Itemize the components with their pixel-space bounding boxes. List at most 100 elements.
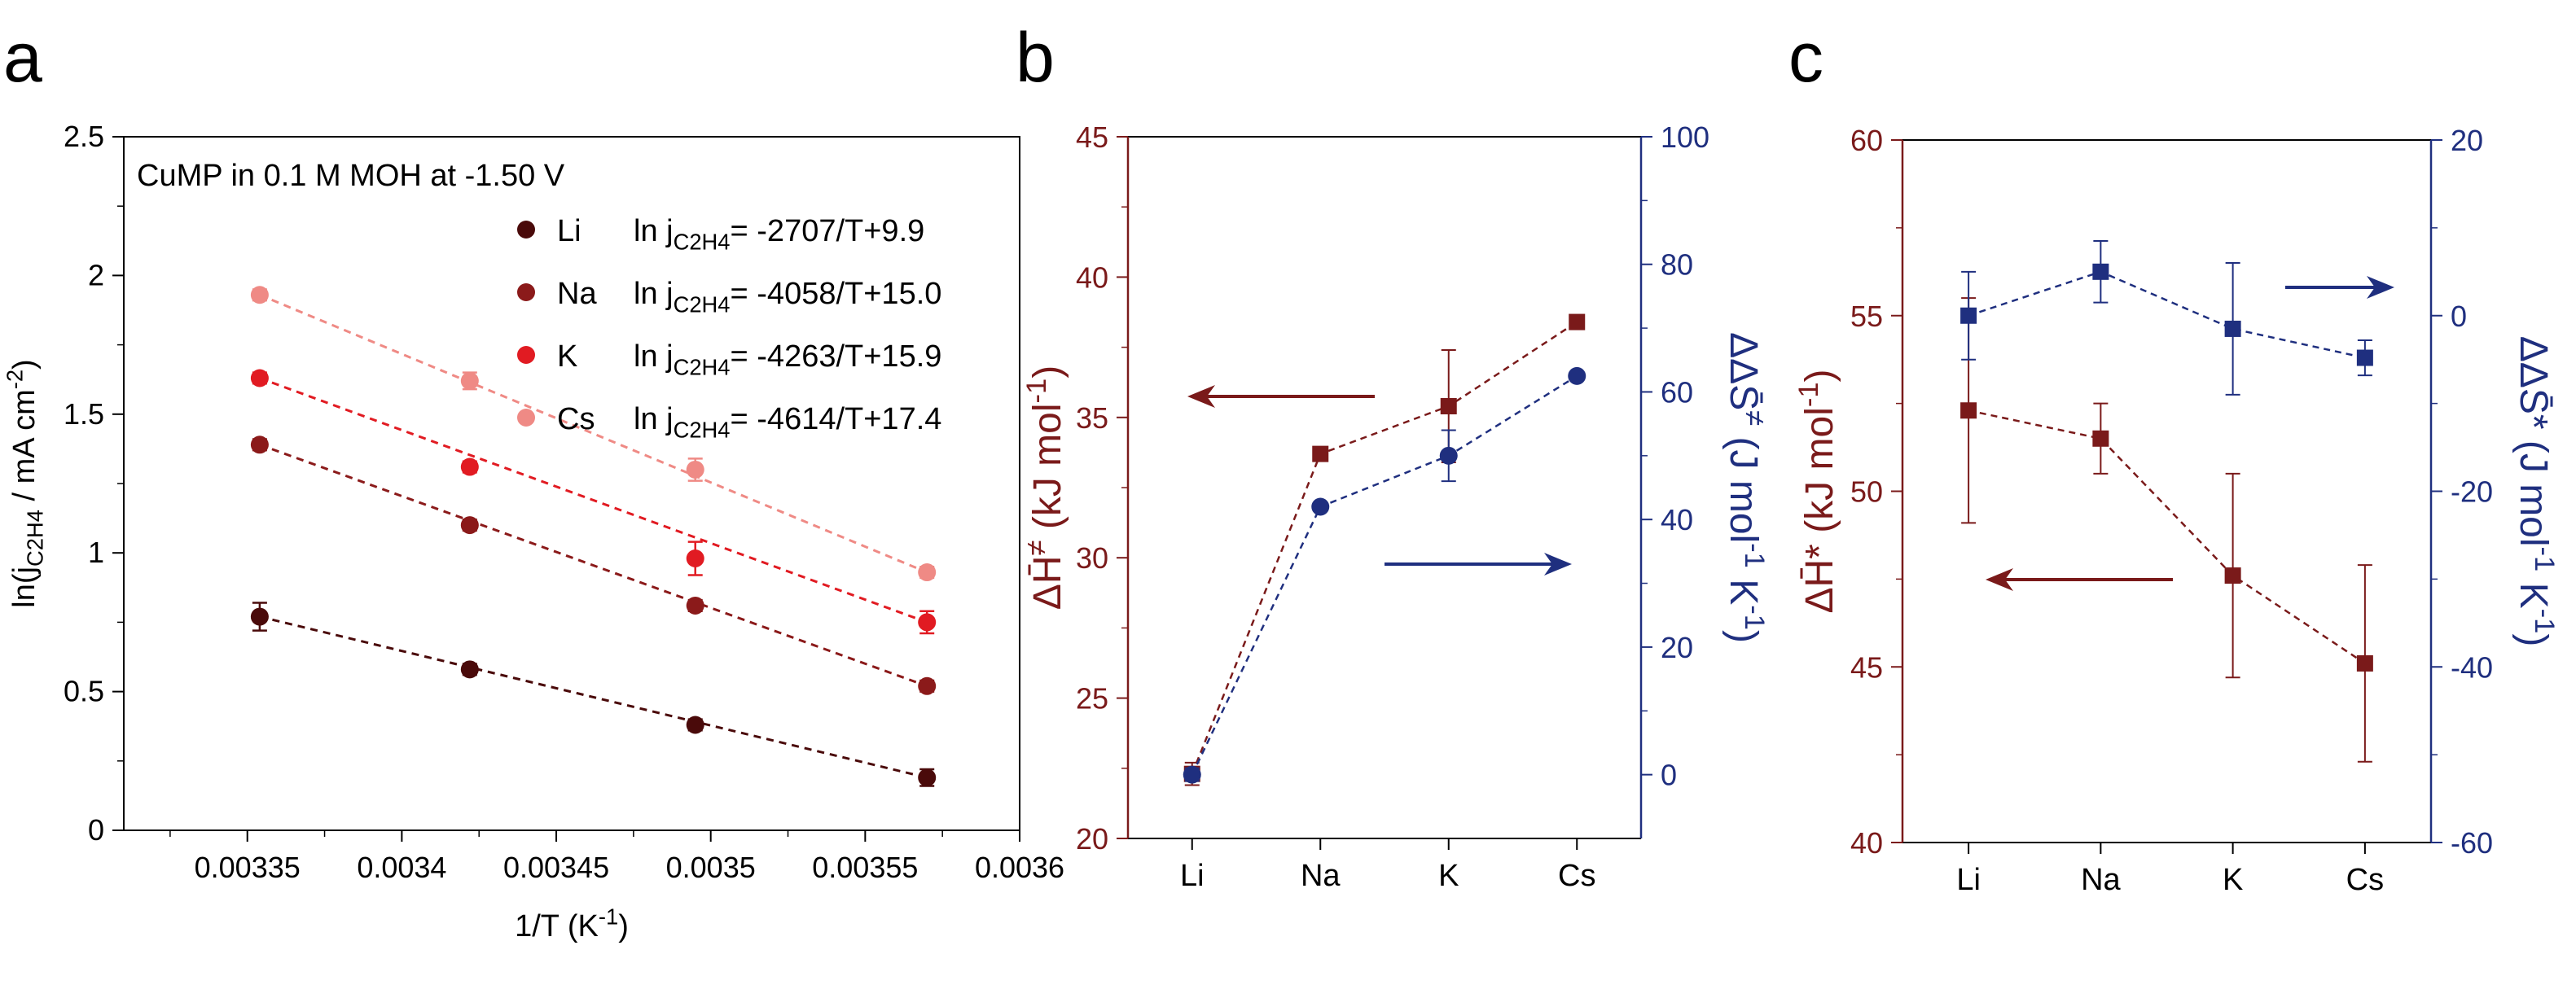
right-tick-label: -60 — [2451, 826, 2493, 860]
left-tick-label: 55 — [1850, 300, 1883, 333]
data-point-left — [1440, 398, 1457, 415]
x-tick-label-a: 0.0036 — [975, 851, 1064, 884]
data-point-li — [460, 660, 479, 679]
left-tick-label: 20 — [1076, 822, 1108, 856]
panel-b-chart: Li Na K Cs 20 25 30 35 40 45 0 20 40 60 80 100 ΔH̄≠ (kJ … — [1021, 120, 1770, 893]
data-point-k — [686, 549, 704, 568]
left-pointing-arrow-b-head — [1187, 385, 1215, 408]
data-point-li — [686, 716, 704, 734]
panel-label-c: c — [1788, 19, 1823, 97]
category-label-k: K — [1438, 859, 1459, 893]
panel-label-a: a — [3, 19, 42, 97]
data-point-right — [1183, 765, 1201, 784]
right-pointing-arrow-b-head — [1544, 553, 1572, 576]
data-point-right — [1568, 366, 1586, 385]
left-tick-label: 60 — [1850, 124, 1883, 157]
right-tick-label: 20 — [1661, 631, 1693, 664]
right-tick-label: 0 — [2451, 300, 2467, 333]
left-tick-label: 45 — [1076, 120, 1108, 154]
left-tick-label: 45 — [1850, 650, 1883, 684]
x-tick-label-a: 0.00345 — [503, 851, 609, 884]
left-tick-label: 35 — [1076, 401, 1108, 435]
right-axis-title-c: ΔΔS̄* (J mol-1 K-1) — [2512, 336, 2560, 647]
left-tick-label: 40 — [1076, 260, 1108, 294]
data-point-cs — [686, 460, 704, 479]
left-tick-label: 25 — [1076, 682, 1108, 716]
category-label-na: Na — [2081, 863, 2121, 897]
data-point-k — [460, 457, 479, 476]
legend-label-li: Li — [557, 214, 581, 248]
panel-label-b: b — [1016, 19, 1055, 97]
data-point-left — [1312, 445, 1329, 462]
y-axis-title-a: ln(jC2H4 / mA cm-2) — [2, 359, 48, 607]
series-line-right — [1191, 374, 1578, 776]
data-point-cs — [918, 563, 937, 582]
data-point-na — [918, 676, 937, 695]
data-point-right — [2356, 349, 2373, 366]
data-point-cs — [460, 371, 479, 390]
fit-line-k — [259, 377, 928, 624]
y-tick-label-a: 0.5 — [64, 675, 104, 708]
y-tick-label-a: 1 — [88, 536, 104, 569]
data-point-right — [1311, 497, 1330, 516]
legend-marker-na — [517, 283, 535, 301]
data-point-na — [460, 516, 479, 535]
category-label-cs: Cs — [1558, 859, 1595, 893]
legend-label-k: K — [557, 339, 577, 374]
data-point-right — [2092, 263, 2109, 280]
legend-marker-li — [517, 221, 535, 239]
panel-a-chart: 0.00335 0.0034 0.00345 0.0035 0.00355 0.0036 0… — [2, 120, 1064, 943]
right-axis-title-b: ΔΔS̄≠ (J mol-1 K-1) — [1722, 332, 1770, 643]
data-point-na — [250, 436, 269, 454]
data-point-li — [918, 768, 937, 787]
panel-c-chart: Li Na K Cs 40 45 50 55 60 -60 -40 -20 0 20 ΔH̄* (kJ mo… — [1793, 124, 2560, 897]
left-pointing-arrow-c-head — [1986, 568, 2013, 591]
legend-label-na: Na — [557, 277, 597, 311]
category-label-k: K — [2223, 863, 2243, 897]
left-tick-label: 30 — [1076, 541, 1108, 575]
legend-fit-li: ln jC2H4= -2707/T+9.9 — [634, 214, 924, 255]
x-tick-label-a: 0.0035 — [666, 851, 756, 884]
data-point-right — [1960, 307, 1977, 324]
right-tick-label: 20 — [2451, 124, 2483, 157]
left-axis-title-b: ΔH̄≠ (kJ mol-1) — [1021, 365, 1069, 610]
legend-fit-na: ln jC2H4= -4058/T+15.0 — [634, 277, 941, 317]
data-point-left — [2092, 430, 2109, 447]
right-tick-label: 60 — [1661, 375, 1693, 409]
data-point-na — [686, 596, 704, 615]
legend-label-cs: Cs — [557, 402, 595, 436]
right-tick-label: -20 — [2451, 475, 2493, 509]
category-label-cs: Cs — [2346, 863, 2384, 897]
x-axis-title-a: 1/T (K-1) — [515, 904, 629, 943]
y-tick-label-a: 2 — [88, 258, 104, 291]
category-label-na: Na — [1301, 859, 1341, 893]
left-axis-title-c: ΔH̄* (kJ mol-1) — [1793, 369, 1841, 613]
fit-line-na — [259, 443, 928, 688]
right-tick-label: 40 — [1661, 503, 1693, 536]
right-tick-label: 100 — [1661, 120, 1709, 154]
left-tick-label: 40 — [1850, 826, 1883, 860]
category-label-li: Li — [1180, 859, 1205, 893]
legend-fit-cs: ln jC2H4= -4614/T+17.4 — [634, 402, 941, 443]
series-line-right — [1968, 270, 2366, 359]
y-tick-label-a: 1.5 — [64, 397, 104, 431]
data-point-left — [1569, 313, 1586, 330]
x-tick-label-a: 0.00335 — [195, 851, 301, 884]
legend-marker-k — [517, 346, 535, 364]
data-point-li — [250, 607, 269, 626]
legend-fit-k: ln jC2H4= -4263/T+15.9 — [634, 339, 941, 380]
right-pointing-arrow-c-head — [2367, 276, 2394, 299]
fit-line-cs — [259, 293, 928, 574]
data-point-cs — [250, 286, 269, 304]
data-point-k — [250, 369, 269, 387]
right-tick-label: 0 — [1661, 759, 1677, 792]
series-line-left — [1968, 409, 2366, 664]
y-tick-label-a: 0 — [88, 813, 104, 847]
category-label-li: Li — [1956, 863, 1981, 897]
legend-marker-cs — [517, 409, 535, 427]
x-tick-label-a: 0.00355 — [812, 851, 918, 884]
right-tick-label: 80 — [1661, 248, 1693, 282]
y-tick-label-a: 2.5 — [64, 120, 104, 153]
data-point-right — [2224, 320, 2241, 337]
